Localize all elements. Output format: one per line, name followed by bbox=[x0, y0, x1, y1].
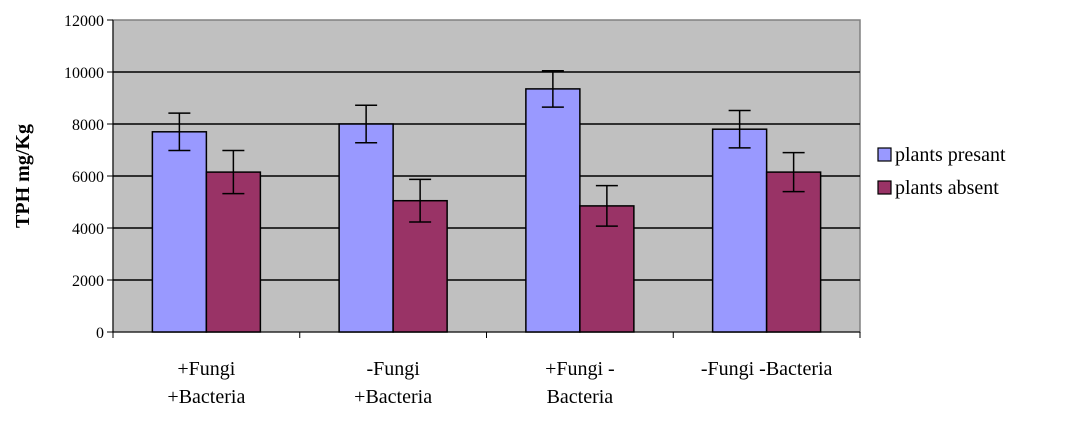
x-category-label: +Fungi bbox=[177, 358, 235, 380]
bar bbox=[205, 171, 262, 333]
x-category-label: -Fungi bbox=[366, 358, 420, 380]
x-category-label: +Fungi - bbox=[545, 358, 615, 380]
y-axis-label: TPH mg/Kg bbox=[12, 124, 34, 228]
bar bbox=[765, 171, 822, 333]
y-tick-labels: 0 2000 4000 6000 8000 10000 12000 bbox=[64, 13, 104, 342]
x-category-labels: +Fungi +Bacteria -Fungi +Bacteria +Fungi - Ba… bbox=[167, 358, 832, 408]
legend: plants presant plants absent bbox=[877, 144, 1006, 199]
y-tick-label: 0 bbox=[96, 325, 104, 342]
x-category-label: +Bacteria bbox=[354, 386, 432, 408]
y-tick-label: 12000 bbox=[64, 13, 104, 30]
bar bbox=[525, 88, 581, 333]
bar bbox=[151, 131, 208, 333]
legend-label: plants absent bbox=[895, 177, 999, 199]
bar bbox=[338, 123, 394, 333]
y-tick-label: 8000 bbox=[72, 117, 104, 134]
bar bbox=[711, 128, 768, 333]
axes bbox=[107, 19, 861, 338]
legend-label: plants presant bbox=[895, 144, 1006, 166]
legend-swatch bbox=[877, 180, 892, 195]
y-tick-label: 6000 bbox=[72, 169, 104, 186]
y-tick-label: 10000 bbox=[64, 65, 104, 82]
x-category-label: -Fungi -Bacteria bbox=[701, 358, 833, 380]
y-tick-label: 2000 bbox=[72, 273, 104, 290]
y-tick-label: 4000 bbox=[72, 221, 104, 238]
legend-swatch bbox=[877, 147, 892, 162]
error-bars bbox=[168, 69, 805, 227]
x-category-label: Bacteria bbox=[547, 386, 614, 408]
x-category-label: +Bacteria bbox=[167, 386, 245, 408]
bars bbox=[151, 88, 822, 333]
